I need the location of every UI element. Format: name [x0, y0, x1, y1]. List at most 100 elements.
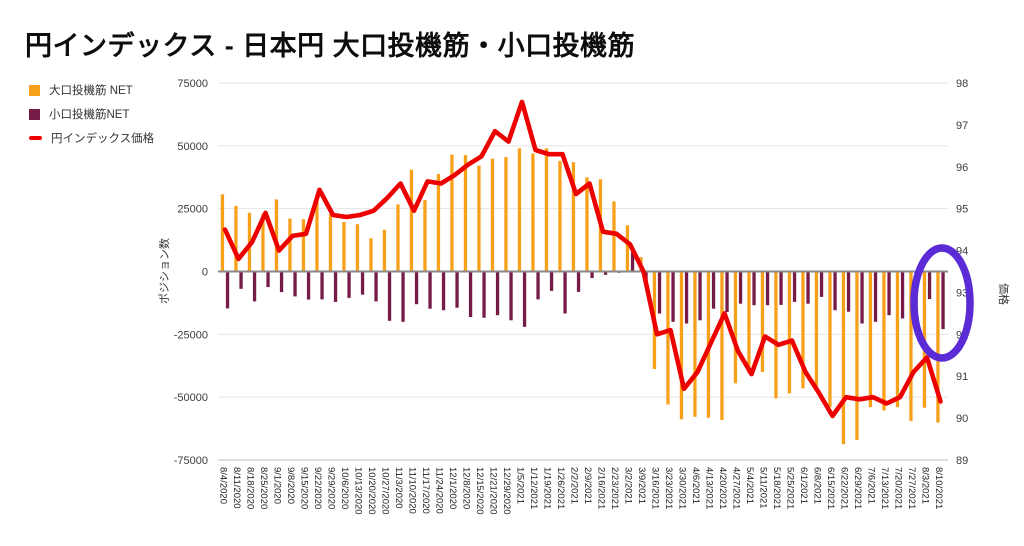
bar-large-specs	[220, 194, 225, 272]
right-axis-tick-label: 90	[956, 413, 968, 425]
bar-large-specs	[490, 158, 495, 272]
x-axis-tick-label: 2/9/2021	[582, 467, 593, 504]
bar-large-specs	[396, 204, 400, 272]
bar-large-specs	[450, 154, 454, 272]
bar-small-specs	[698, 271, 702, 321]
bar-large-specs	[585, 177, 589, 272]
bar-small-specs	[765, 271, 770, 306]
legend-item-large-specs: 大口投機筋 NET	[29, 82, 154, 98]
bar-small-specs	[414, 271, 419, 305]
legend-item-small-specs: 小口投機筋NET	[29, 106, 154, 122]
bar-large-specs	[436, 174, 441, 272]
bar-small-specs	[873, 271, 878, 322]
x-axis-tick-label: 6/1/2021	[798, 467, 809, 504]
bar-small-specs	[293, 271, 297, 297]
legend-swatch-large-specs-icon	[29, 84, 40, 96]
bar-small-specs	[819, 271, 824, 297]
x-axis-tick-label: 12/8/2020	[461, 467, 472, 509]
bar-large-specs	[409, 169, 414, 272]
x-axis-tick-label: 9/29/2020	[326, 467, 337, 509]
x-axis-tick-label: 4/6/2021	[690, 467, 701, 504]
legend-label-large-specs: 大口投機筋 NET	[49, 85, 133, 97]
bar-large-specs	[504, 157, 508, 272]
bar-large-specs	[666, 271, 670, 405]
bar-small-specs	[279, 271, 284, 293]
x-axis-tick-label: 3/16/2021	[650, 467, 661, 509]
bar-small-specs	[900, 271, 905, 319]
y-axis-tick-label: 75000	[177, 78, 208, 90]
y-axis-tick-label: -25000	[174, 329, 208, 341]
x-axis-tick-label: 3/9/2021	[636, 467, 647, 504]
bar-small-specs	[860, 271, 864, 324]
legend-swatch-small-specs-icon	[29, 108, 40, 120]
bar-large-specs	[895, 271, 900, 408]
bar-small-specs	[482, 271, 486, 318]
x-axis-tick-label: 3/2/2021	[623, 467, 634, 504]
bar-small-specs	[387, 271, 392, 321]
bar-large-specs	[517, 148, 522, 272]
legend: 大口投機筋 NET 小口投機筋NET 円インデックス価格	[29, 82, 154, 146]
bar-large-specs	[558, 160, 562, 272]
bar-large-specs	[234, 205, 238, 272]
x-axis-tick-label: 9/8/2020	[285, 467, 296, 504]
left-axis-tick-labels: 75000 50000 25000 0 -25000 -50000 -75000	[174, 78, 208, 467]
x-axis-tick-label: 6/29/2021	[852, 467, 863, 509]
x-axis-tick-label: 1/5/2021	[515, 467, 526, 504]
bar-large-specs	[625, 225, 630, 272]
bar-large-specs	[747, 271, 751, 374]
right-axis-tick-label: 89	[956, 455, 968, 467]
x-axis-tick-label: 5/25/2021	[785, 467, 796, 509]
bar-small-specs	[846, 271, 851, 312]
bar-small-specs	[225, 271, 230, 309]
bar-large-specs	[571, 162, 576, 272]
bar-large-specs	[828, 271, 832, 408]
bar-large-specs	[868, 271, 873, 408]
x-axis-tick-label: 3/30/2021	[677, 467, 688, 509]
x-axis-tick-label: 6/22/2021	[839, 467, 850, 509]
x-axis-tick-label: 2/16/2021	[596, 467, 607, 509]
bar-large-specs	[463, 155, 468, 272]
bar-large-specs	[261, 213, 265, 272]
bar-small-specs	[428, 271, 432, 309]
bar-small-specs	[306, 271, 311, 300]
bar-small-specs	[549, 271, 554, 291]
bar-large-specs	[679, 271, 684, 420]
bar-large-specs	[423, 200, 427, 272]
right-axis-tick-label: 91	[956, 371, 968, 383]
bar-large-specs	[801, 271, 805, 389]
x-axis-tick-label: 11/3/2020	[393, 467, 404, 509]
price-line	[222, 99, 943, 419]
right-axis-tick-label: 96	[956, 162, 968, 174]
x-axis-tick-labels: 8/4/2020 8/11/2020 8/18/2020 8/25/2020 9/1/2…	[218, 467, 945, 515]
x-axis-tick-label: 3/23/2021	[663, 467, 674, 509]
x-axis-tick-label: 8/25/2020	[258, 467, 269, 509]
x-axis-tick-label: 12/1/2020	[447, 467, 458, 509]
bar-large-specs	[720, 271, 724, 420]
highlight-ellipse-annotation	[910, 244, 974, 362]
bar-large-specs	[382, 229, 387, 272]
x-axis-tick-label: 11/10/2020	[407, 467, 418, 514]
x-axis-tick-label: 7/27/2021	[906, 467, 917, 509]
bar-small-specs	[806, 271, 810, 304]
x-axis-tick-label: 4/20/2021	[717, 467, 728, 509]
x-axis-tick-label: 7/13/2021	[879, 467, 890, 509]
bar-small-specs	[441, 271, 446, 311]
bar-large-specs	[315, 199, 319, 272]
bar-small-specs	[252, 271, 257, 302]
x-axis-tick-label: 6/15/2021	[825, 467, 836, 509]
bar-small-specs	[468, 271, 473, 317]
bar-small-specs	[725, 271, 729, 312]
legend-label-small-specs: 小口投機筋NET	[49, 109, 130, 121]
x-axis-tick-label: 9/15/2020	[299, 467, 310, 509]
right-axis-tick-label: 93	[956, 287, 968, 299]
bar-small-specs	[887, 271, 891, 316]
y-axis-tick-label: 0	[202, 267, 208, 279]
left-axis-title: ポジション数	[158, 238, 171, 304]
bar-small-specs	[941, 271, 945, 330]
x-axis-tick-label: 12/15/2020	[474, 467, 485, 515]
bar-large-specs	[733, 271, 738, 384]
x-axis-tick-label: 8/11/2020	[231, 467, 242, 509]
bar-small-specs	[792, 271, 797, 302]
bar-large-specs	[531, 153, 535, 272]
